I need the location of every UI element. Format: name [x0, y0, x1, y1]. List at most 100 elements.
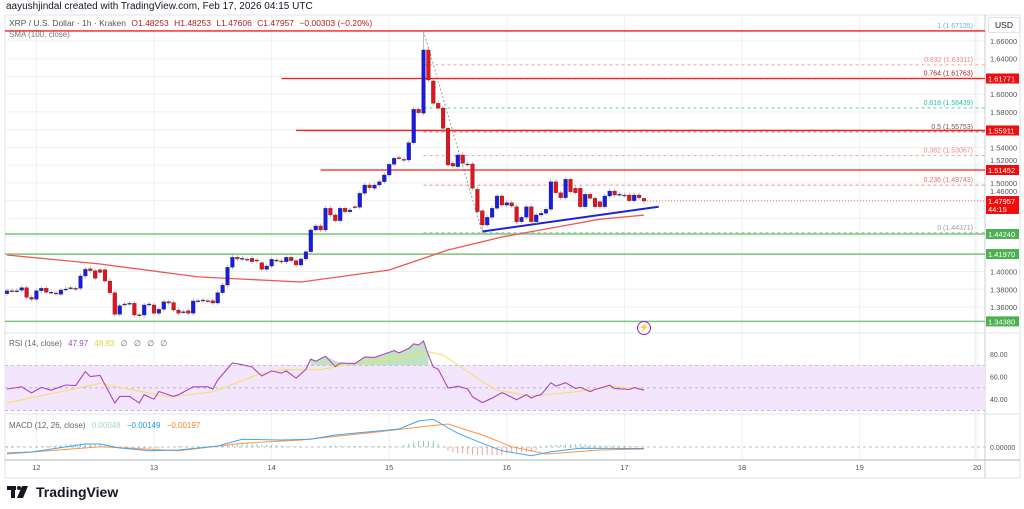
candle-body: [485, 217, 490, 226]
resistance-price-tag: [986, 73, 1019, 84]
candle: [58, 287, 63, 297]
candle-body: [328, 208, 333, 216]
candle: [632, 192, 637, 203]
ohlc-high: H1.48253: [174, 18, 211, 28]
candle: [112, 290, 117, 317]
time-tick-label: 18: [738, 463, 746, 472]
candle: [93, 268, 98, 281]
price-tick-label: 1.46000: [990, 187, 1017, 196]
candle: [171, 300, 176, 313]
fib-level-label: 0.5 (1.55753): [931, 124, 973, 131]
candle-body: [445, 128, 451, 166]
candle: [465, 161, 470, 167]
candle: [338, 206, 343, 223]
candle: [328, 206, 333, 218]
tradingview-logo: TradingView: [7, 484, 118, 500]
candle: [352, 204, 357, 210]
candle: [196, 298, 201, 303]
price-tick-label: 1.50000: [990, 179, 1017, 188]
candle: [161, 299, 166, 312]
candle-body: [333, 214, 338, 221]
candle-body: [357, 193, 362, 208]
candle-body: [73, 288, 78, 290]
candle-body: [24, 287, 29, 298]
candle-body: [308, 229, 313, 252]
candle-body: [196, 300, 201, 302]
rsi-legend[interactable]: RSI (14, close) 47.97 48.83 ∅ ∅ ∅ ∅: [9, 339, 167, 349]
candle: [68, 285, 73, 291]
time-tick-label: 13: [150, 463, 158, 472]
candle: [534, 212, 539, 224]
candle-body: [102, 269, 108, 282]
candle-body: [313, 225, 318, 231]
candle-body: [455, 154, 460, 167]
candle-body: [53, 292, 59, 295]
candle: [240, 256, 245, 262]
rsi-band: [5, 365, 985, 411]
candle-body: [627, 194, 632, 201]
macd-legend[interactable]: MACD (12, 26, close) 0.00048 −0.00149 −0…: [9, 421, 200, 431]
candle: [568, 177, 573, 194]
rsi-line: [6, 340, 645, 405]
candle-body: [392, 158, 397, 165]
candle: [132, 301, 137, 318]
candle-body: [597, 201, 602, 207]
current-price-tag-text: 1.47957: [988, 197, 1015, 206]
credit-text: aayushjindal created with TradingView.co…: [6, 1, 313, 12]
candle: [450, 161, 455, 169]
candle: [460, 152, 465, 166]
price-change: −0.00303 (−0.20%): [299, 18, 373, 28]
price-tick-label: 1.60000: [990, 90, 1017, 99]
symbol-title[interactable]: XRP / U.S. Dollar · 1h · Kraken: [9, 18, 126, 28]
candle-body: [323, 208, 328, 231]
candle: [382, 172, 387, 184]
candle: [406, 140, 411, 163]
candle: [4, 288, 10, 296]
candle-body: [632, 194, 637, 201]
candle-body: [245, 258, 250, 261]
candle-body: [215, 292, 220, 304]
candle-body: [249, 258, 255, 262]
candle: [137, 312, 142, 318]
fib-level-label: 0.382 (1.53067): [924, 148, 973, 155]
fib-level-label: 0.764 (1.61763): [924, 71, 973, 78]
candle-body: [352, 206, 357, 208]
candle: [617, 192, 622, 197]
candle: [563, 177, 568, 200]
candle: [480, 209, 485, 233]
support-price-tag: [986, 228, 1019, 239]
candle-body: [181, 311, 186, 313]
candle: [230, 255, 235, 270]
candle: [308, 227, 313, 254]
time-tick-label: 12: [32, 463, 40, 472]
candle: [122, 301, 127, 307]
candle-body: [499, 195, 504, 206]
candle: [622, 192, 627, 198]
candle-body: [230, 257, 235, 268]
candle-body: [274, 259, 279, 262]
candle: [558, 190, 563, 200]
candle: [181, 309, 186, 314]
candle-body: [39, 288, 44, 291]
candle: [235, 255, 240, 262]
candle-body: [553, 181, 558, 193]
candle-body: [529, 206, 534, 222]
candle: [34, 288, 39, 302]
candle: [98, 267, 103, 275]
candle-body: [205, 300, 210, 302]
candle-body: [592, 198, 598, 207]
candle: [499, 193, 504, 208]
sma-legend[interactable]: SMA (100, close): [9, 30, 70, 39]
currency-button[interactable]: USD: [988, 17, 1020, 33]
candle: [254, 257, 259, 263]
candle-body: [88, 268, 93, 271]
candle: [529, 204, 534, 224]
candle-body: [200, 299, 206, 302]
price-tick-label: 1.54000: [990, 143, 1017, 152]
candle: [44, 286, 49, 295]
candle-body: [558, 192, 563, 198]
candle-body: [264, 265, 269, 270]
lightning-icon[interactable]: ⚡: [637, 321, 651, 335]
candle-body: [588, 194, 593, 199]
